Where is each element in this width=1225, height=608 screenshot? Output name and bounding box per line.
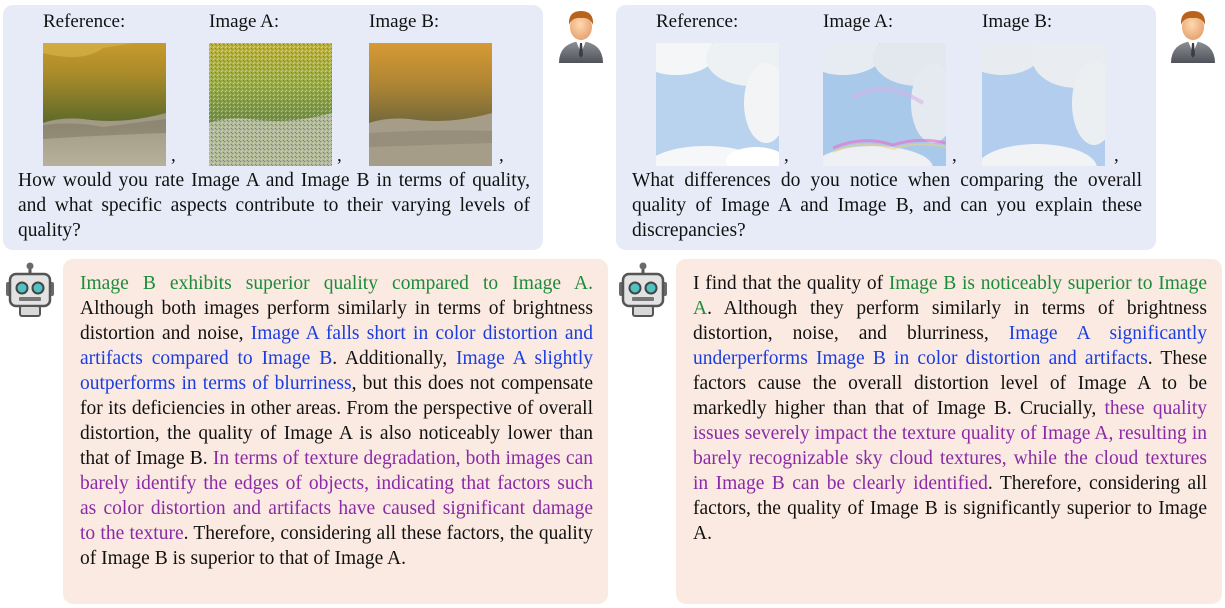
- robot-icon: [4, 262, 56, 323]
- answer-segment: , but this does not compensate for its d…: [80, 373, 593, 469]
- user-avatar-icon: [1168, 5, 1218, 68]
- answer-segment: . Therefore, considering all factors, th…: [693, 473, 1207, 544]
- answer-segment: . Additionally,: [332, 348, 457, 369]
- answer-panel-right: I find that the quality of Image B is no…: [676, 259, 1222, 604]
- answer-segment: these quality issues severely impact the…: [693, 398, 1207, 494]
- answer-segment: Although both images perform similarly i…: [80, 298, 593, 344]
- question-panel-left: Reference: Image A: Image B: ,: [3, 5, 543, 250]
- question-panel-right: Reference: Image A: Image B: , ,: [616, 5, 1156, 250]
- question-text: What differences do you notice when comp…: [632, 170, 1142, 241]
- answer-segment: Image A significantly underperforms Imag…: [693, 323, 1207, 369]
- answer-panel-left: Image B exhibits superior quality compar…: [63, 259, 608, 604]
- reference-label: Reference:: [656, 11, 739, 32]
- image-a: [209, 43, 332, 166]
- image-b-label: Image B:: [369, 11, 440, 32]
- image-a-label: Image A:: [209, 11, 280, 32]
- image-b-label: Image B:: [982, 11, 1053, 32]
- comma-2: ,: [337, 145, 342, 166]
- answer-segment: . These factors cause the overall distor…: [693, 348, 1207, 419]
- image-a: [823, 43, 946, 166]
- answer-text: Image B exhibits superior quality compar…: [80, 271, 593, 571]
- reference-image: [43, 43, 166, 166]
- answer-segment: In terms of texture degradation, both im…: [80, 448, 593, 544]
- reference-label: Reference:: [43, 11, 126, 32]
- question-text: How would you rate Image A and Image B i…: [18, 170, 530, 241]
- answer-segment: Image B is noticeably superior to Image …: [693, 273, 1207, 319]
- answer-segment: . Although they perform similarly in ter…: [693, 298, 1207, 344]
- image-a-label: Image A:: [823, 11, 894, 32]
- image-b: [369, 43, 492, 166]
- user-avatar-icon: [556, 5, 606, 68]
- answer-segment: . Therefore, considering all these facto…: [80, 523, 593, 569]
- answer-segment: I find that the quality of: [693, 273, 889, 294]
- answer-text: I find that the quality of Image B is no…: [693, 271, 1207, 546]
- comma-3: ,: [499, 145, 504, 166]
- answer-segment: Image A falls short in color distortion …: [80, 323, 593, 369]
- comma-1: ,: [171, 145, 176, 166]
- answer-segment: Image A slightly outperforms in terms of…: [80, 348, 593, 394]
- comma-1: ,: [784, 145, 789, 166]
- comma-3: ,: [1114, 145, 1119, 166]
- image-b: [982, 43, 1105, 166]
- comma-2: ,: [952, 145, 957, 166]
- answer-segment: Image B exhibits superior quality compar…: [80, 273, 593, 294]
- robot-icon: [617, 262, 669, 323]
- reference-image: [656, 43, 779, 166]
